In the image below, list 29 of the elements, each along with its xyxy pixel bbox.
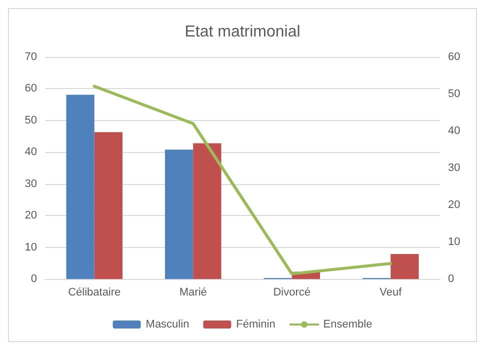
x-tick-label: Célibataire (68, 286, 121, 298)
y-tick-label: 0 (30, 273, 37, 285)
y-tick-label: 40 (24, 146, 37, 158)
y2-tick-label: 60 (448, 51, 460, 63)
legend-label: Ensemble (323, 318, 372, 330)
y-tick-label: 70 (24, 51, 37, 63)
y2-tick-label: 10 (448, 236, 460, 248)
y-tick-label: 60 (24, 82, 37, 95)
y-tick-label: 50 (24, 114, 37, 126)
y2-tick-label: 30 (448, 162, 460, 174)
y2-tick-label: 0 (448, 273, 454, 285)
x-tick-label: Marié (179, 286, 207, 298)
y-tick-label: 10 (24, 241, 37, 254)
x-tick-label: Veuf (380, 286, 403, 298)
bar (193, 143, 222, 279)
y2-tick-label: 50 (448, 88, 460, 100)
bar (94, 132, 123, 279)
bar (390, 254, 419, 279)
y2-tick-label: 20 (448, 199, 460, 211)
bar (164, 150, 194, 279)
y-tick-label: 30 (24, 178, 37, 190)
line-series (92, 84, 392, 276)
y-tick-label: 20 (24, 210, 37, 222)
chart-title: Etat matrimonial (184, 24, 300, 40)
legend-label: Masculin (146, 318, 190, 330)
y2-tick-label: 40 (448, 125, 460, 137)
x-tick-label: Divorcé (273, 286, 311, 298)
bar (66, 94, 94, 279)
legend-label: Féminin (236, 318, 276, 330)
